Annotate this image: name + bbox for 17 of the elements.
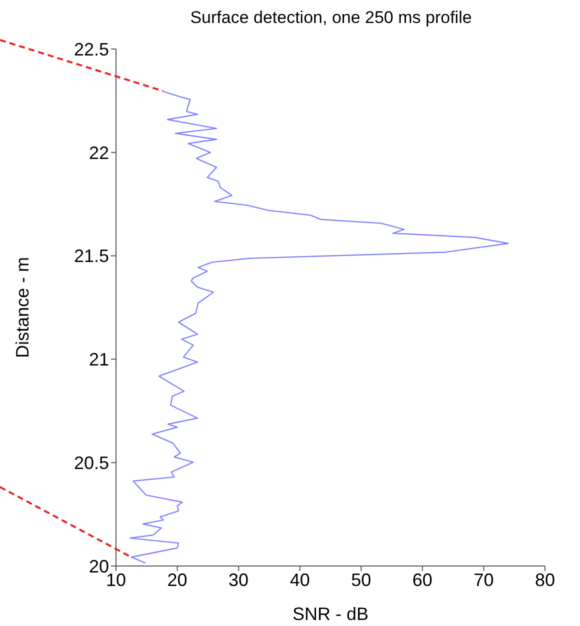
y-tick-label: 22.5 — [74, 39, 109, 60]
y-axis-title: Distance - m — [12, 256, 32, 358]
y-tick-label: 22 — [88, 142, 109, 163]
x-tick-label: 40 — [290, 570, 310, 590]
x-tick-label: 20 — [167, 570, 188, 590]
x-tick-label: 80 — [534, 570, 556, 590]
x-tick-label: 70 — [474, 570, 494, 590]
x-axis-title: SNR - dB — [292, 604, 369, 624]
y-tick-label: 21.5 — [74, 246, 109, 266]
y-tick-label: 20 — [88, 556, 109, 576]
chart-title: Surface detection, one 250 ms profile — [189, 8, 473, 28]
line-series — [129, 90, 509, 564]
y-tick-label: 20.5 — [74, 452, 109, 473]
x-tick-label: 30 — [228, 570, 249, 590]
x-tick-label: 50 — [351, 570, 372, 590]
y-tick-label: 21 — [88, 350, 109, 370]
x-tick-label: 60 — [412, 570, 432, 590]
